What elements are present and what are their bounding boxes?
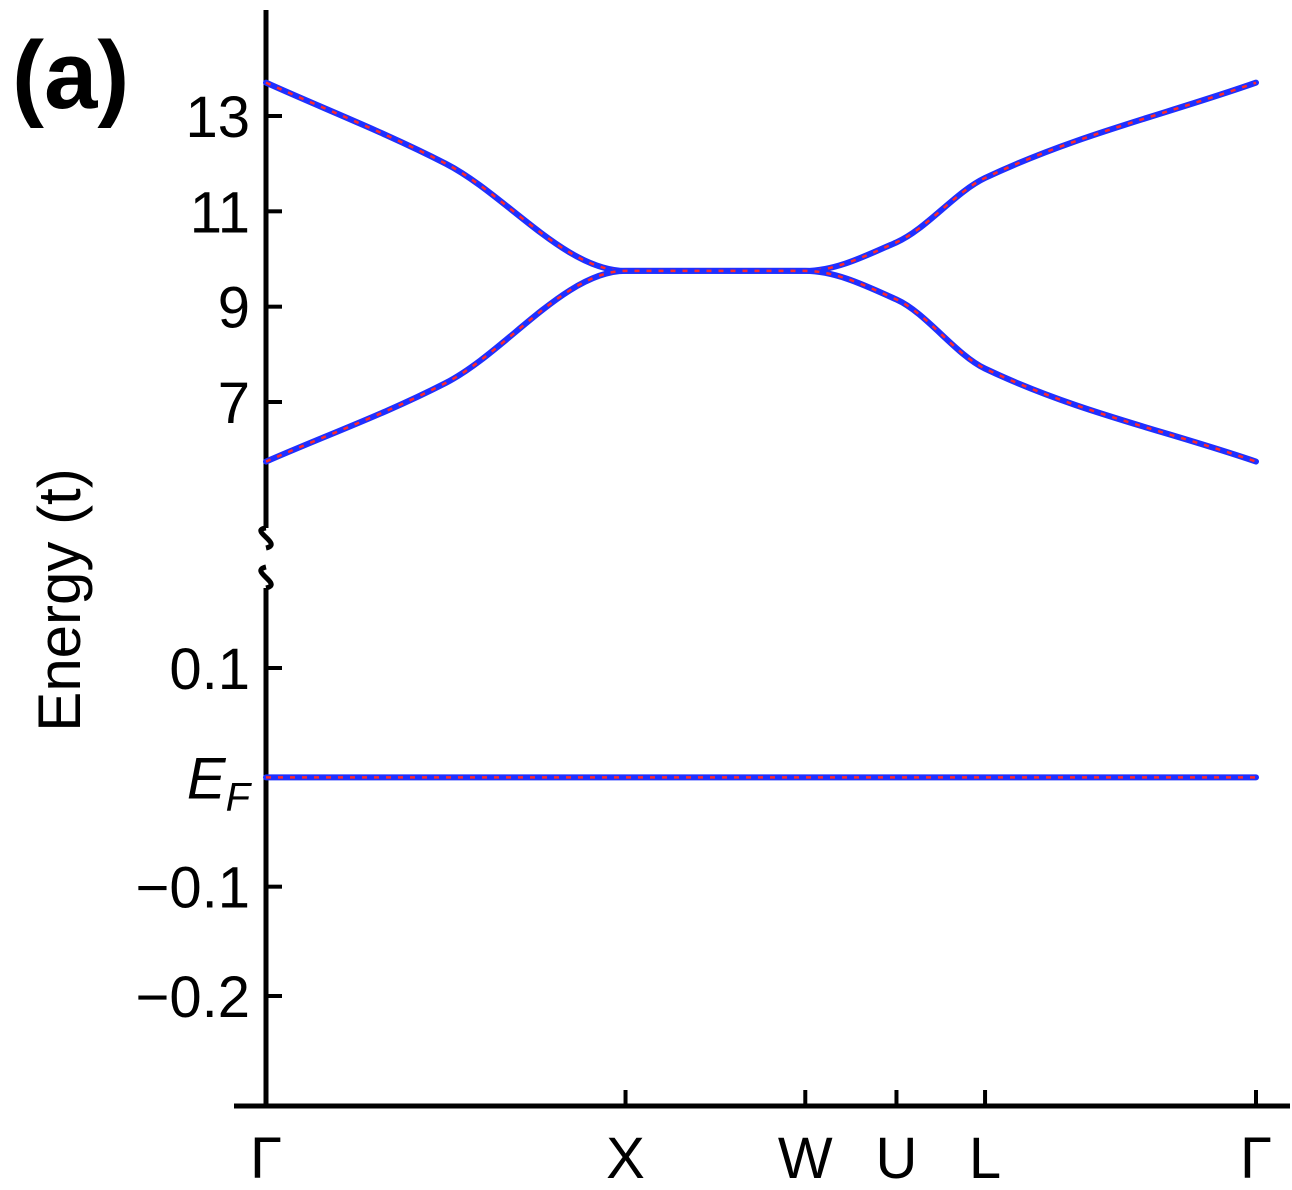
x-tick-label: Γ — [250, 1126, 282, 1190]
band-line-overlay-upper — [265, 81, 1257, 273]
y-tick-label: 9 — [218, 276, 250, 341]
fermi-level-label: EF — [187, 746, 253, 819]
axis-break-bottom — [258, 564, 274, 591]
x-tick-label: L — [969, 1126, 1001, 1190]
y-ticks-lower: 0.1 EF −0.1 −0.2 — [136, 637, 282, 1030]
band-line-upper — [263, 79, 1259, 274]
y-axis-title: Energy (t) — [26, 468, 93, 731]
y-tick-label: 7 — [218, 371, 250, 436]
x-tick-label: X — [606, 1126, 645, 1190]
y-tick-label: −0.1 — [136, 856, 251, 921]
axis-break-top — [258, 525, 274, 551]
band-line-overlay-lower — [265, 269, 1257, 463]
y-tick-label: −0.2 — [136, 965, 251, 1030]
y-tick-label: 0.1 — [169, 637, 250, 702]
axes — [234, 10, 1290, 1109]
band-line-lower — [263, 267, 1259, 465]
band-lines — [263, 79, 1259, 781]
x-tick-label: Γ — [1240, 1126, 1272, 1190]
x-tick-label: W — [778, 1126, 833, 1190]
y-tick-label: 11 — [190, 180, 250, 245]
y-tick-label: 13 — [185, 85, 250, 150]
panel-label: (a) — [12, 22, 129, 129]
x-tick-label: U — [876, 1126, 918, 1190]
y-ticks-upper: 13 11 9 7 — [185, 85, 282, 436]
